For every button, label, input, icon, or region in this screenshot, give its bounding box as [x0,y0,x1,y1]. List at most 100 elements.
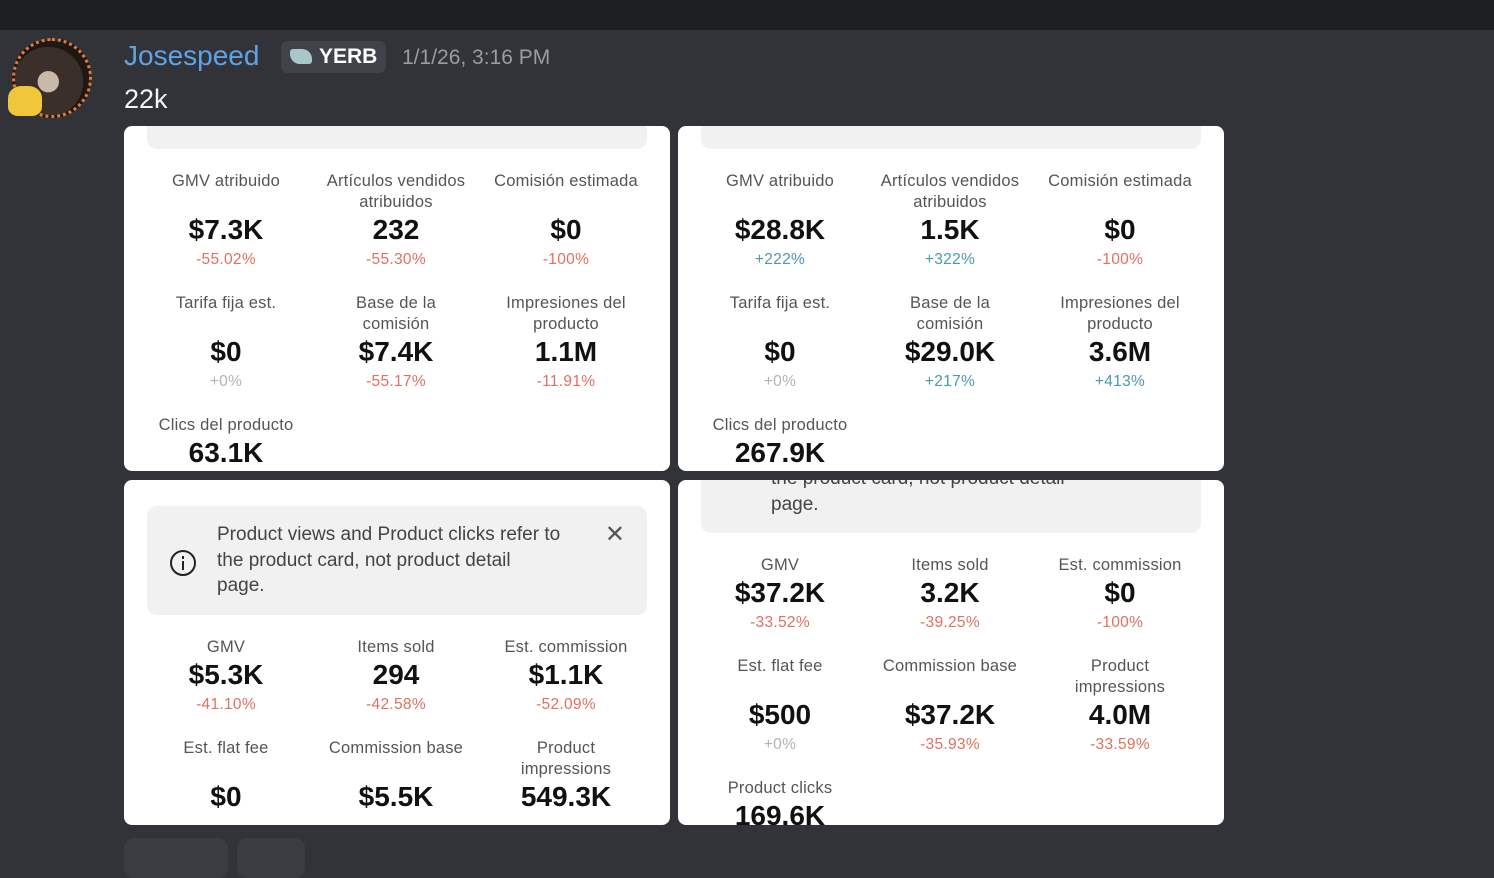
info-banner: the product card, not product detail pag… [701,480,1201,533]
banner-text: the product card, not product detail pag… [771,480,1065,515]
metric-label: Est. commission [1058,556,1182,574]
info-banner: Product views and Product clicks refer t… [147,506,647,615]
metric-value: $37.2K [734,577,826,608]
metric-change: +0% [763,373,797,390]
image-attachment[interactable]: GMV atribuido $28.8K +222% Artículos vendid… [678,126,1224,471]
metric-change [695,470,865,471]
metric-label: Impresiones del producto [506,294,626,333]
image-attachment[interactable]: Product views and Product clicks refer t… [124,480,670,825]
close-button[interactable]: ✕ [604,521,625,548]
metric-label: Commission base [882,657,1018,675]
top-bar [0,0,1494,30]
metric-value: 294 [372,658,420,690]
metric-value: $37.2K [904,699,996,730]
metric-label: Tarifa fija est. [175,294,277,312]
metric-change: -33.52% [750,614,810,631]
info-icon [170,550,196,576]
metric-change: -55.17% [366,373,426,390]
metric-change: +222% [754,251,806,268]
username[interactable]: Josespeed [124,40,260,71]
metric-label: Base de la comisión [910,294,990,333]
metric-label: Product clicks [727,779,833,797]
metric-change: +217% [924,373,976,390]
metric-change: -11.91% [536,373,596,390]
metric-value: 1.5K [920,214,980,245]
metric-value: 267.9K [734,437,826,468]
metric-value: $0 [210,336,242,367]
metric-value: $500 [748,699,812,730]
metric-value: $29.0K [904,336,996,367]
image-attachment[interactable]: the product card, not product detail pag… [678,480,1224,825]
metric-change: -100% [1096,614,1144,631]
metric-change [141,814,311,826]
metric-value: $0 [1104,214,1136,245]
metric-label: Tarifa fija est. [729,294,831,312]
metric-label: GMV atribuido [725,172,835,190]
metric-value: 3.6M [1088,336,1152,367]
metric-label: Est. flat fee [737,657,823,675]
metric-label: Comisión estimada [494,172,638,190]
metric-change: -39.25% [920,614,980,631]
metric-change: -33.59% [1090,736,1150,753]
metric-label: Artículos vendidos atribuidos [326,172,466,211]
banner-text: Product views and Product clicks refer t… [217,524,561,596]
metric-label: Impresiones del producto [1060,294,1180,333]
metric-change: -52.09% [536,695,596,713]
metric-value: $7.4K [358,336,434,367]
metric-change [481,814,651,826]
metric-value: $0 [210,780,242,812]
metric-value: 232 [372,214,420,245]
metric-label: Comisión estimada [1048,172,1192,190]
metric-label: Artículos vendidos atribuidos [880,172,1020,211]
reaction[interactable] [237,838,305,878]
metric-value: $7.3K [188,214,264,245]
info-banner [147,126,647,149]
metric-value: $0 [1104,577,1136,608]
metric-label: Est. commission [504,637,628,656]
message-text: 22k [124,84,168,114]
guild-tag[interactable]: YERB [281,41,386,73]
image-attachment[interactable]: GMV atribuido $7.3K -55.02% Artículos vendi… [124,126,670,471]
metric-change: -35.93% [920,736,980,753]
metric-change: +0% [209,373,243,390]
metric-label: GMV [760,556,800,574]
metric-change: +0% [763,736,797,753]
metric-value: $5.5K [358,780,434,812]
metric-change: -100% [1096,251,1144,268]
metric-value: $0 [550,214,582,245]
metrics-grid: GMV $5.3K -41.10% Items sold 294 -42.58% Est. … [141,637,670,826]
metric-value: 3.2K [920,577,980,608]
metric-label: Commission base [328,738,464,757]
metric-value: 4.0M [1088,699,1152,730]
info-banner [701,126,1201,149]
metric-value: 169.6K [734,800,826,825]
metric-change [141,470,311,471]
metric-value: 549.3K [520,780,612,812]
metric-change: -42.58% [366,695,426,713]
avatar-decoration [8,86,42,116]
metric-value: $5.3K [188,658,264,690]
metrics-grid: GMV atribuido $28.8K +222% Artículos vendid… [695,171,1224,471]
metric-value: $28.8K [734,214,826,245]
metric-change: -55.30% [366,251,426,268]
metric-label: Product impressions [520,738,612,778]
metric-value: 1.1M [534,336,598,367]
metrics-grid: GMV $37.2K -33.52% Items sold 3.2K -39.25% Est… [695,555,1224,825]
metric-change: +322% [924,251,976,268]
metric-value: 63.1K [188,437,264,468]
page: Josespeed YERB 1/1/26, 3:16 PM 22k (() =… [0,0,1494,825]
metric-label: Clics del producto [158,416,294,434]
metric-value: $1.1K [528,658,604,690]
metric-change: -41.10% [196,695,256,713]
metric-change [311,814,481,826]
metric-change: -55.02% [196,251,256,268]
metric-label: Clics del producto [712,416,848,434]
reaction[interactable] [124,838,228,878]
metric-label: Est. flat fee [183,738,269,757]
metric-change: +413% [1094,373,1146,390]
metric-label: Product impressions [1074,657,1166,696]
metric-change: -100% [542,251,590,268]
metric-label: Items sold [911,556,989,574]
metric-label: Base de la comisión [356,294,436,333]
timestamp: 1/1/26, 3:16 PM [402,46,551,69]
